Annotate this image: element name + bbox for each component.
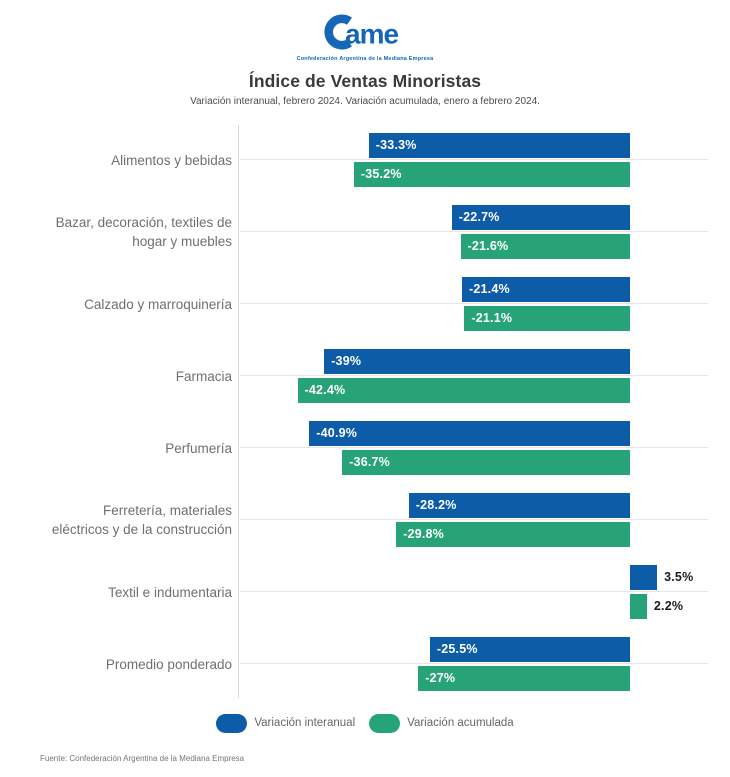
y-axis-line [238,125,239,698]
chart-legend: Variación interanual Variación acumulada [0,712,730,734]
svg-text:ame: ame [345,19,398,50]
chart-row: Ferretería, materiales eléctricos y de l… [0,484,730,556]
plot-area: -21.4% -21.1% [238,268,708,340]
bar-interanual: -33.3% [368,133,630,158]
bar-acumulada: -29.8% [396,522,630,547]
plot-area: -40.9% -36.7% [238,412,708,484]
bar-acumulada: -36.7% [342,450,630,475]
chart-subtitle: Variación interanual, febrero 2024. Vari… [190,96,540,107]
category-gridline [238,303,708,304]
category-gridline [238,519,708,520]
plot-area: 3.5% 2.2% [238,556,708,628]
bar-value-label: -29.8% [403,527,444,541]
bar-interanual: -25.5% [429,637,630,662]
bar-value-label: -21.1% [471,311,513,325]
category-gridline [238,447,708,448]
bar-acumulada: -21.6% [460,234,630,259]
legend-swatch-interanual [216,713,248,733]
chart-row: Calzado y marroquinería -21.4% -21.1% [0,268,730,340]
plot-area: -25.5% -27% [238,628,708,700]
bar-chart: Alimentos y bebidas -33.3% -35.2% Bazar, de… [0,124,730,700]
plot-area: -39% -42.4% [238,340,708,412]
bar-interanual [629,565,658,590]
chart-row: Alimentos y bebidas -33.3% -35.2% [0,124,730,196]
bar-value-label: -21.4% [469,282,510,296]
came-logo-icon: ame [324,14,399,50]
legend-item: Variación acumulada [369,713,514,733]
chart-row: Perfumería -40.9% -36.7% [0,412,730,484]
bar-value-label: -27% [425,671,456,685]
source-note: Fuente: Confederación Argentina de la Me… [40,754,245,763]
category-gridline [238,159,708,160]
chart-row: Textil e indumentaria 3.5% 2.2% [0,556,730,628]
bar-interanual: -39% [324,349,630,374]
legend-label: Variación acumulada [407,717,514,729]
bar-value-label: -40.9% [316,426,358,440]
bar-value-label: 2.2% [653,599,684,613]
bar-acumulada: -21.1% [464,306,630,331]
chart-row: Bazar, decoración, textiles de hogar y m… [0,196,730,268]
category-label: Alimentos y bebidas [111,152,232,168]
category-label: Ferretería, materiales eléctricos y de l… [51,503,232,537]
legend-item: Variación interanual [216,713,356,733]
bar-value-label: -42.4% [304,383,346,397]
legend-swatch-acumulada [369,713,401,733]
plot-area: -33.3% -35.2% [238,124,708,196]
bar-acumulada [629,594,647,619]
chart-row: Farmacia -39% -42.4% [0,340,730,412]
legend-label: Variación interanual [254,717,356,729]
bar-value-label: -21.6% [467,239,509,253]
bar-acumulada: -42.4% [297,378,630,403]
category-label: Perfumería [165,440,232,456]
bar-interanual: -40.9% [309,421,630,446]
bar-interanual: -21.4% [462,277,630,302]
bar-interanual: -22.7% [451,205,630,230]
bar-value-label: -36.7% [349,455,390,469]
category-label: Bazar, decoración, textiles de hogar y m… [55,215,232,249]
bar-value-label: -25.5% [436,642,478,656]
category-label: Calzado y marroquinería [84,296,232,312]
category-label: Textil e indumentaria [108,584,232,600]
bar-interanual: -28.2% [408,493,630,518]
chart-row: Promedio ponderado -25.5% -27% [0,628,730,700]
bar-value-label: -35.2% [360,167,402,181]
category-gridline [238,375,708,376]
bar-value-label: -28.2% [415,498,457,512]
came-logo: ame Confederación Argentina de la Median… [0,0,730,62]
bar-value-label: -39% [331,354,362,368]
plot-area: -22.7% -21.6% [238,196,708,268]
category-gridline [238,591,708,592]
chart-title: Índice de Ventas Minoristas [248,71,482,91]
bar-acumulada: -27% [418,666,630,691]
bar-value-label: 3.5% [664,570,694,584]
category-gridline [238,663,708,664]
category-gridline [238,231,708,232]
logo-tagline: Confederación Argentina de la Mediana Em… [296,56,434,62]
bar-value-label: -22.7% [458,210,500,224]
plot-area: -28.2% -29.8% [238,484,708,556]
category-label: Farmacia [175,368,232,384]
bar-value-label: -33.3% [375,138,417,152]
category-label: Promedio ponderado [105,656,232,672]
bar-acumulada: -35.2% [353,162,630,187]
